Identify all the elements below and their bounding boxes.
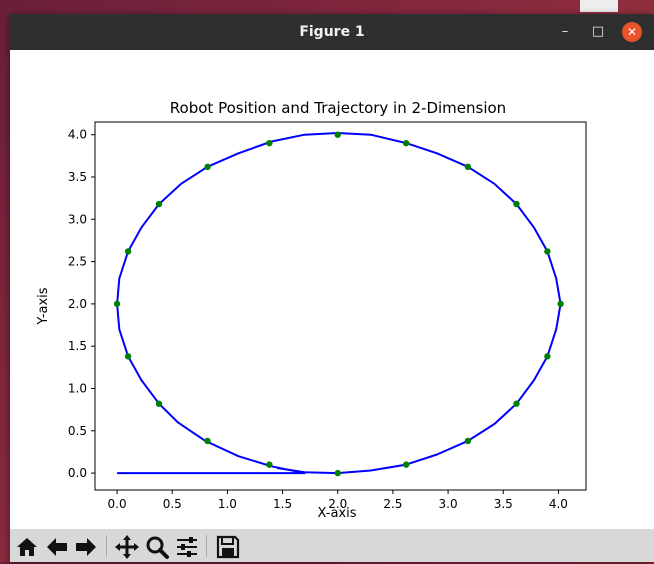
close-button[interactable]: ✕ [622, 22, 642, 42]
canvas-background [10, 50, 654, 529]
position-marker [557, 300, 564, 308]
x-tick-label: 3.0 [439, 497, 458, 511]
back-arrow-icon [47, 538, 67, 556]
y-tick-label: 1.0 [68, 381, 87, 395]
position-marker [513, 400, 520, 407]
position-marker [124, 353, 132, 360]
x-tick-label: 0.5 [163, 497, 182, 511]
x-tick-label: 3.5 [494, 497, 513, 511]
position-marker [204, 437, 211, 445]
minimize-button[interactable]: – [561, 24, 569, 39]
home-icon [17, 538, 37, 556]
x-tick-label: 1.5 [273, 497, 292, 511]
x-tick-label: 2.0 [328, 497, 347, 511]
position-marker [334, 131, 341, 138]
x-tick-label: 2.5 [383, 497, 402, 511]
y-tick-label: 2.0 [68, 297, 87, 311]
position-marker [402, 139, 410, 147]
zoom-button[interactable] [144, 534, 170, 560]
position-marker [544, 248, 551, 255]
position-marker [155, 200, 163, 208]
position-marker [402, 461, 410, 468]
y-axis-label: Y-axis [36, 287, 51, 325]
axis-ticks: 0.0 0.5 1.0 1.5 2.0 2.5 3.0 3.5 4.0 0.0 0.5 1.0 1.5 2… [68, 128, 568, 511]
trajectory-line [116, 132, 562, 475]
chart-title: Robot Position and Trajectory in 2-Dimen… [170, 99, 506, 117]
position-marker [204, 163, 211, 171]
pan-button[interactable] [114, 534, 140, 560]
position-marker [266, 139, 273, 147]
position-marker [334, 469, 341, 477]
y-tick-label: 0.0 [68, 466, 87, 480]
plot-series [113, 131, 564, 477]
save-icon [216, 535, 240, 559]
window-title: Figure 1 [299, 24, 365, 40]
figure-window: Figure 1 – □ ✕ Robot Position and Trajec… [10, 14, 654, 562]
configure-subplots-icon [177, 537, 197, 557]
y-tick-label: 3.5 [68, 170, 87, 184]
y-tick-label: 2.5 [68, 255, 87, 269]
axes-frame [94, 121, 587, 491]
back-button[interactable] [44, 534, 70, 560]
x-tick-label: 4.0 [549, 497, 568, 511]
x-tick-label: 0.0 [108, 497, 127, 511]
plot-canvas: Robot Position and Trajectory in 2-Dimen… [10, 50, 654, 529]
pan-icon [115, 535, 139, 559]
y-tick-label: 0.5 [68, 424, 87, 438]
position-marker [113, 300, 121, 308]
save-button[interactable] [215, 534, 241, 560]
background-window-thumbnail [580, 0, 618, 12]
position-marker [464, 437, 472, 445]
toolbar-separator [106, 535, 107, 557]
title-bar: Figure 1 – □ ✕ [10, 14, 654, 50]
position-marker [155, 400, 163, 407]
position-marker [544, 353, 551, 360]
configure-subplots-button[interactable] [174, 534, 200, 560]
position-marker [464, 163, 472, 171]
x-axis-label: X-axis [318, 506, 357, 521]
position-marker [266, 461, 273, 468]
position-marker [513, 200, 520, 208]
x-tick-label: 1.0 [218, 497, 237, 511]
navigation-toolbar [10, 529, 654, 562]
forward-arrow-icon [76, 538, 96, 556]
position-marker [124, 248, 132, 255]
y-tick-label: 4.0 [68, 128, 87, 142]
home-button[interactable] [14, 534, 40, 560]
forward-button[interactable] [73, 534, 99, 560]
y-tick-label: 1.5 [68, 339, 87, 353]
y-tick-label: 3.0 [68, 212, 87, 226]
zoom-icon [146, 536, 169, 559]
maximize-button[interactable]: □ [591, 24, 605, 39]
toolbar-separator [206, 535, 207, 557]
